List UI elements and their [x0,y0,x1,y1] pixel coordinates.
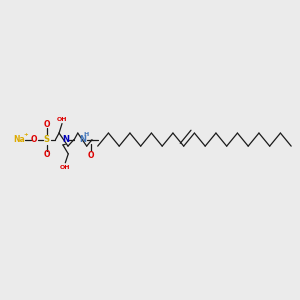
Text: O: O [43,150,50,159]
Text: OH: OH [57,118,67,122]
Text: S: S [44,135,50,144]
Text: N: N [62,135,69,144]
Text: H: H [83,132,88,137]
Text: O: O [43,120,50,129]
Text: Na: Na [13,135,25,144]
Text: OH: OH [60,165,70,170]
Text: O: O [88,151,94,160]
Text: +: + [23,132,28,137]
Text: O: O [31,135,37,144]
Text: N: N [80,135,87,144]
